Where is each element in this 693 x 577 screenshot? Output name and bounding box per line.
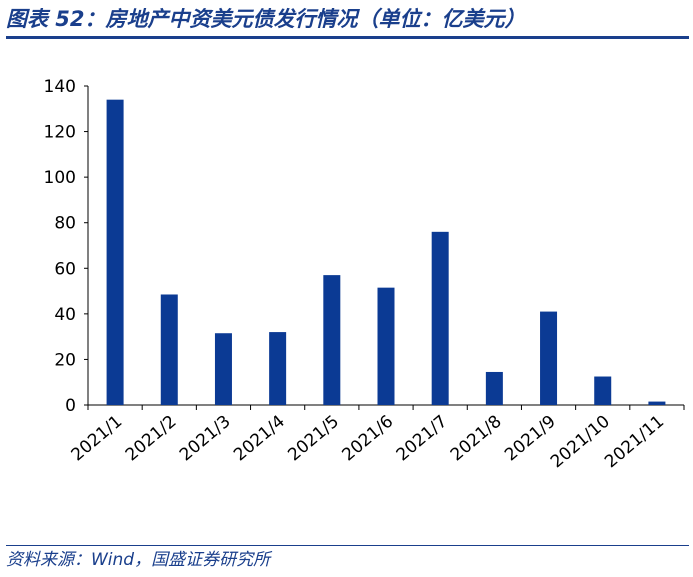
y-tick-label: 100 xyxy=(44,168,76,188)
source-rule xyxy=(6,545,689,546)
bar-2021/3 xyxy=(214,333,232,405)
x-tick-label: 2021/1 xyxy=(68,412,127,466)
x-tick-label: 2021/2 xyxy=(122,412,181,466)
x-tick-label: 2021/5 xyxy=(284,412,343,466)
x-tick-label: 2021/3 xyxy=(176,412,235,466)
bar-2021/5 xyxy=(323,275,341,405)
bar-2021/1 xyxy=(106,99,124,406)
x-tick-label: 2021/11 xyxy=(601,412,668,473)
y-axis: 0 20 40 60 80 100 120 140 xyxy=(44,77,89,416)
bar-group xyxy=(106,99,666,406)
x-axis: 2021/12021/22021/32021/42021/52021/62021… xyxy=(68,404,685,473)
bar-2021/4 xyxy=(269,332,287,405)
bar-2021/7 xyxy=(431,231,449,405)
x-tick-label: 2021/6 xyxy=(339,412,398,466)
y-tick-label: 140 xyxy=(44,77,76,97)
y-tick-label: 60 xyxy=(54,259,76,279)
bar-2021/11 xyxy=(648,401,666,405)
figure-title: 图表 52：房地产中资美元债发行情况（单位：亿美元） xyxy=(6,7,526,31)
y-tick-label: 80 xyxy=(54,214,76,234)
bar-2021/6 xyxy=(377,287,395,405)
title-rule xyxy=(6,36,689,39)
y-tick-label: 20 xyxy=(54,350,76,370)
x-tick-label: 2021/10 xyxy=(547,412,614,473)
x-tick-label: 2021/8 xyxy=(447,412,506,466)
bar-2021/10 xyxy=(594,376,612,405)
y-tick-group: 0 20 40 60 80 100 120 140 xyxy=(44,77,88,416)
y-tick-label: 40 xyxy=(54,305,76,325)
x-tick-label: 2021/4 xyxy=(230,412,289,466)
bar-2021/2 xyxy=(160,294,178,405)
source-note: 资料来源：Wind，国盛证券研究所 xyxy=(6,550,271,570)
bar-2021/8 xyxy=(485,371,503,405)
bar-2021/9 xyxy=(540,311,558,405)
x-tick-label: 2021/7 xyxy=(393,412,452,466)
x-tick-group: 2021/12021/22021/32021/42021/52021/62021… xyxy=(68,405,685,473)
y-tick-label: 120 xyxy=(44,123,76,143)
y-tick-label: 0 xyxy=(65,396,76,416)
